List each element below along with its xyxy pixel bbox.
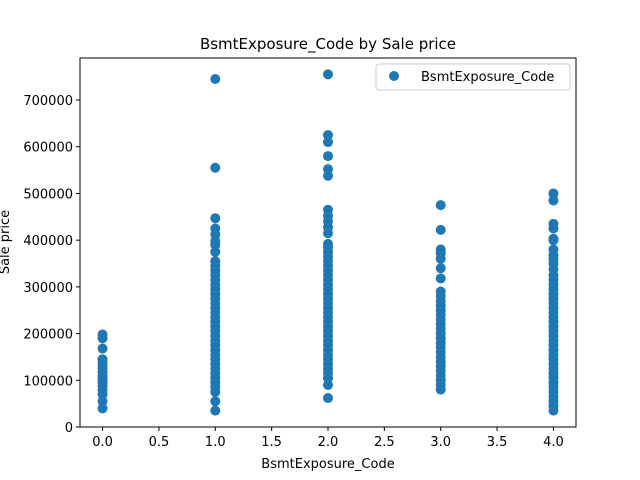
data-point [323, 151, 333, 162]
y-tick-label: 700000 [23, 94, 73, 109]
x-tick-label: 1.0 [205, 435, 226, 450]
data-point [323, 238, 333, 249]
x-tick-label: 2.0 [318, 435, 339, 450]
data-point [435, 200, 446, 211]
x-tick-label: 2.5 [374, 435, 395, 450]
data-point [97, 343, 108, 354]
y-tick-label: 0 [65, 421, 73, 436]
data-point [323, 69, 333, 80]
data-point [435, 263, 446, 274]
data-point [548, 195, 559, 206]
data-point [210, 246, 221, 257]
legend-marker [389, 71, 399, 81]
x-tick-label: 1.5 [261, 435, 282, 450]
y-tick-label: 400000 [23, 234, 73, 249]
y-axis: 0 100000 200000 300000 400000 500000 600000 700… [23, 94, 80, 436]
y-tick-label: 600000 [23, 141, 73, 156]
legend-box [375, 63, 571, 91]
data-point [323, 137, 333, 148]
data-point [548, 188, 559, 199]
data-point [97, 403, 108, 414]
x-tick-label: 0.0 [92, 435, 113, 450]
data-point [210, 256, 221, 267]
data-point [548, 244, 559, 255]
y-axis-title: Sale price [0, 210, 13, 274]
x-tick-label: 0.5 [149, 435, 170, 450]
x-tick-label: 3.5 [487, 435, 508, 450]
x-axis-title: BsmtExposure_Code [261, 457, 394, 472]
data-point [323, 379, 333, 390]
data-point [97, 329, 108, 340]
legend-label: BsmtExposure_Code [421, 70, 554, 85]
y-tick-label: 500000 [23, 187, 73, 202]
data-point [97, 354, 108, 365]
data-point [435, 244, 446, 255]
data-point [548, 233, 559, 244]
x-axis: 0.0 0.5 1.0 1.5 2.0 2.5 3.0 3.5 4.0 [92, 427, 564, 450]
data-point [323, 164, 333, 175]
chart-title: BsmtExposure_Code by Sale price [200, 35, 456, 54]
data-point [210, 162, 221, 173]
y-tick-label: 300000 [23, 281, 73, 296]
data-point [97, 396, 108, 407]
y-tick-label: 200000 [23, 328, 73, 343]
data-point [548, 218, 559, 229]
data-point [210, 396, 221, 407]
x-tick-label: 3.0 [430, 435, 451, 450]
data-point [323, 393, 333, 404]
y-tick-label: 100000 [23, 374, 73, 389]
data-point [210, 223, 221, 234]
x-tick-label: 4.0 [543, 435, 564, 450]
data-point [210, 213, 221, 224]
data-point [323, 204, 333, 215]
data-point [435, 224, 446, 235]
legend: BsmtExposure_Code [375, 63, 571, 91]
data-point [323, 130, 333, 141]
data-points [97, 69, 559, 416]
data-point [435, 273, 446, 284]
data-point [210, 405, 221, 416]
data-point [210, 74, 221, 85]
data-point [435, 286, 446, 297]
